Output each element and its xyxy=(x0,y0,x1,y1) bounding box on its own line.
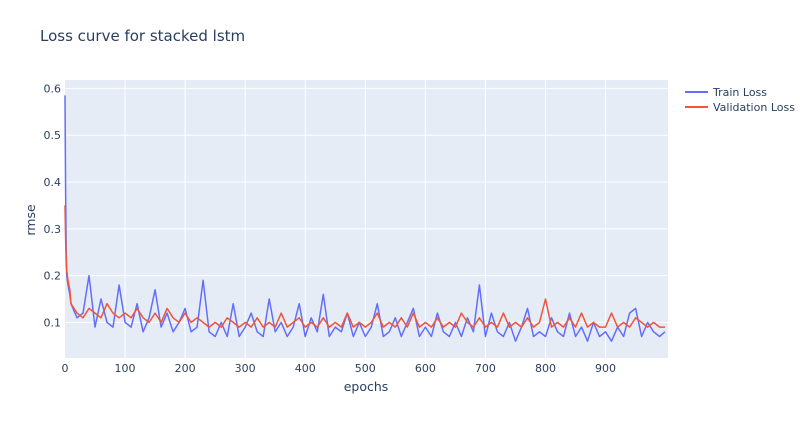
legend-label: Validation Loss xyxy=(713,101,795,114)
x-tick-label: 800 xyxy=(535,362,556,375)
series-lines xyxy=(64,95,666,342)
y-tick-label: 0.4 xyxy=(44,176,62,189)
x-tick-label: 900 xyxy=(595,362,616,375)
series-line-validation-loss xyxy=(64,205,665,328)
legend: Train Loss Validation Loss xyxy=(685,86,795,114)
legend-label: Train Loss xyxy=(712,86,767,99)
grid-lines xyxy=(65,80,668,358)
y-tick-label: 0.1 xyxy=(44,316,62,329)
x-tick-label: 500 xyxy=(355,362,376,375)
series-line-train-loss xyxy=(64,95,666,342)
x-axis-label: epochs xyxy=(344,379,389,394)
x-tick-label: 200 xyxy=(175,362,196,375)
y-tick-label: 0.3 xyxy=(44,223,62,236)
y-tick-label: 0.2 xyxy=(44,270,62,283)
chart-title: Loss curve for stacked lstm xyxy=(40,27,245,45)
x-axis-ticks: 0 100 200 300 400 500 600 700 800 900 xyxy=(62,362,617,375)
y-axis-ticks: 0.1 0.2 0.3 0.4 0.5 0.6 xyxy=(44,82,62,329)
x-tick-label: 100 xyxy=(115,362,136,375)
x-tick-label: 0 xyxy=(62,362,69,375)
x-tick-label: 400 xyxy=(295,362,316,375)
plot-background xyxy=(65,80,668,358)
y-tick-label: 0.6 xyxy=(44,82,62,95)
x-tick-label: 300 xyxy=(235,362,256,375)
y-axis-label: rmse xyxy=(23,204,38,236)
x-tick-label: 700 xyxy=(475,362,496,375)
x-tick-label: 600 xyxy=(415,362,436,375)
y-tick-label: 0.5 xyxy=(44,129,62,142)
